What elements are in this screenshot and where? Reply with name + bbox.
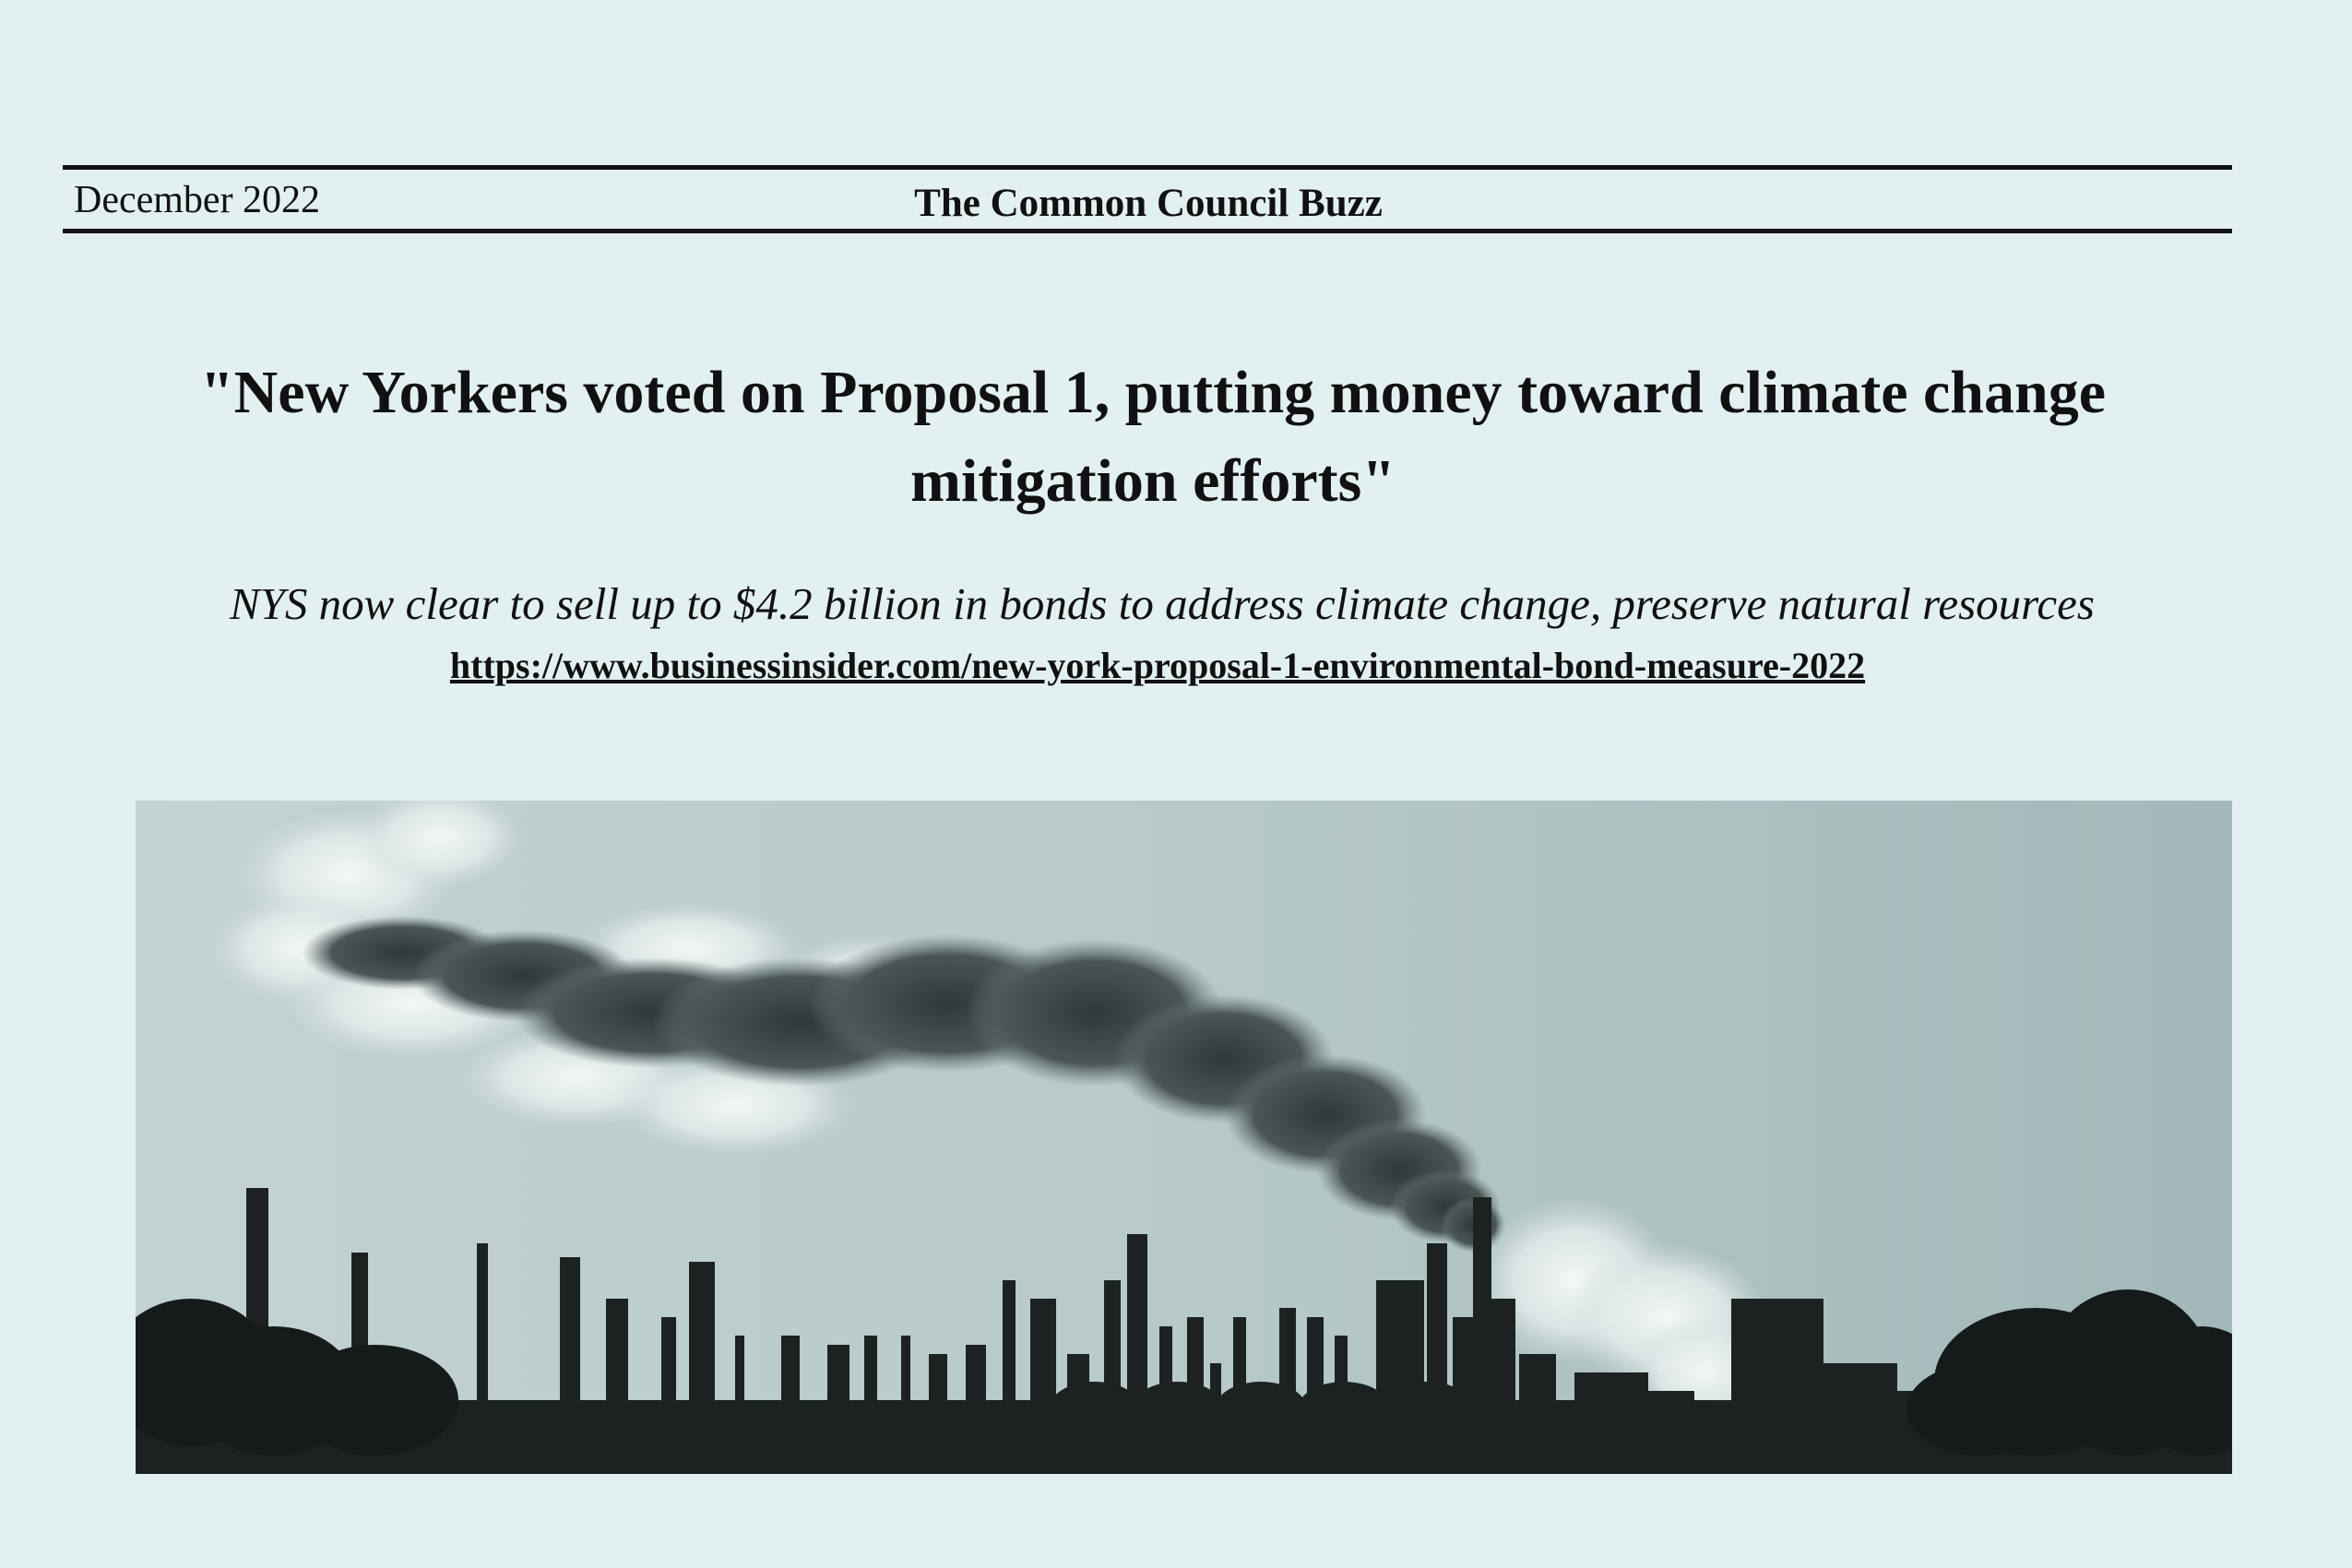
article-headline: "New Yorkers voted on Proposal 1, puttin…: [199, 359, 2106, 515]
source-link-container: https://www.businessinsider.com/new-york…: [0, 642, 2315, 690]
sky: [136, 801, 2232, 1474]
masthead-top-rule: [63, 165, 2232, 170]
issue-date: December 2022: [74, 179, 321, 221]
smoke-plume: [302, 916, 1505, 1253]
masthead-bottom-rule: [63, 229, 2232, 233]
tree-silhouettes: [136, 1289, 2232, 1455]
publication-title: The Common Council Buzz: [914, 182, 1383, 225]
refinery-photo: [136, 801, 2232, 1474]
source-link[interactable]: https://www.businessinsider.com/new-york…: [449, 645, 1866, 686]
refinery-silhouette: [136, 1188, 2232, 1474]
refinery-photo-illustration: [136, 801, 2232, 1474]
article-subheadline: NYS now clear to sell up to $4.2 billion…: [230, 578, 2095, 629]
